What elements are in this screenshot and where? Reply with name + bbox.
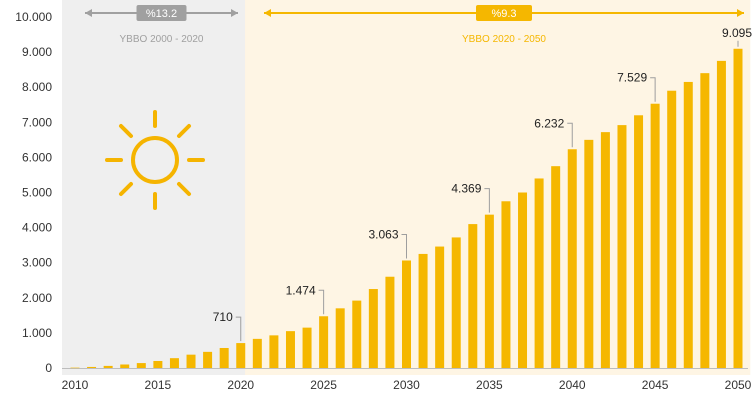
bar [683,81,693,368]
bar [418,253,428,368]
y-tick-label: 1.000 [22,326,52,340]
bar [352,300,362,368]
bar [153,360,163,368]
x-tick-label: 2045 [642,378,669,392]
bar [219,347,229,368]
bar [169,358,179,368]
bar [567,149,577,368]
leader-line [567,122,573,148]
bars [70,48,743,369]
period-annotations: %13.2 YBBO 2000 - 2020 %9.3 YBBO 2020 - 205… [85,5,744,45]
period-backgrounds [62,0,751,375]
data-label: 6.232 [534,116,564,130]
bar [534,178,544,368]
bar [584,139,594,368]
y-tick-label: 6.000 [22,150,52,164]
period-badge [476,5,532,21]
bar [551,166,561,368]
bar [236,343,246,368]
data-label: 4.369 [451,182,481,196]
bar [186,354,196,368]
data-label: 710 [213,310,233,324]
bar [70,367,80,369]
leader-line [484,188,490,213]
y-tick-label: 10.000 [15,10,52,24]
bar [617,125,627,368]
data-label: 1.474 [286,283,316,297]
period-badge-text: %9.3 [491,8,516,20]
bar [634,115,644,368]
bar [319,316,329,368]
bar [700,73,710,368]
y-tick-label: 5.000 [22,186,52,200]
bar [335,308,345,368]
y-tick-label: 9.000 [22,45,52,59]
period-label: YBBO 2020 - 2050 [462,34,546,45]
bar [650,103,660,368]
leader-line [650,77,656,102]
x-tick-label: 2010 [62,378,89,392]
leader-line [235,316,242,342]
bar [501,201,511,368]
leader-line [318,289,325,315]
bar [667,90,677,369]
bar [468,224,478,368]
bar [368,289,378,368]
bar [518,192,528,368]
period-badge [136,5,187,21]
x-tick-label: 2020 [227,378,254,392]
bar [136,363,146,368]
bar [87,366,97,368]
leader-line [401,233,407,259]
bar [252,338,262,368]
bar [402,260,411,368]
bar [285,331,295,368]
x-tick-label: 2030 [393,378,420,392]
period-label: YBBO 2000 - 2020 [120,34,204,45]
period-background-2 [245,0,751,375]
bar [733,48,743,368]
x-tick-label: 2050 [725,378,752,392]
bar [385,276,395,368]
axes: 0 1.000 2.000 3.000 4.000 5.000 6.000 7.000 8.00… [15,10,751,392]
data-label: 7.529 [617,71,647,85]
x-tick-label: 2025 [310,378,337,392]
bar [269,335,279,368]
bar [435,246,445,368]
arrow-left-icon [85,9,92,17]
period-badge-text: %13.2 [146,8,177,20]
y-tick-label: 3.000 [22,256,52,270]
data-label: 3.063 [368,227,398,241]
y-tick-label: 8.000 [22,80,52,94]
bar [716,60,726,368]
y-tick-label: 0 [45,361,52,375]
x-tick-label: 2035 [476,378,503,392]
y-tick-label: 2.000 [22,291,52,305]
bar [484,214,494,368]
data-label: 9.095 [722,26,752,40]
sun-icon [105,110,205,210]
bar [203,351,213,368]
bar [103,365,113,368]
bar [451,237,461,368]
period-background-1 [62,0,254,375]
arrow-left-icon [264,9,271,17]
x-tick-label: 2040 [559,378,586,392]
bar [302,327,312,368]
bar [120,364,130,368]
data-labels: 710 1.474 3.063 4.369 6.232 7.529 9.095 [213,26,752,342]
y-tick-label: 7.000 [22,115,52,129]
bar [600,132,610,368]
arrow-right-icon [737,9,744,17]
y-tick-label: 4.000 [22,221,52,235]
x-tick-label: 2015 [145,378,172,392]
arrow-right-icon [231,9,238,17]
